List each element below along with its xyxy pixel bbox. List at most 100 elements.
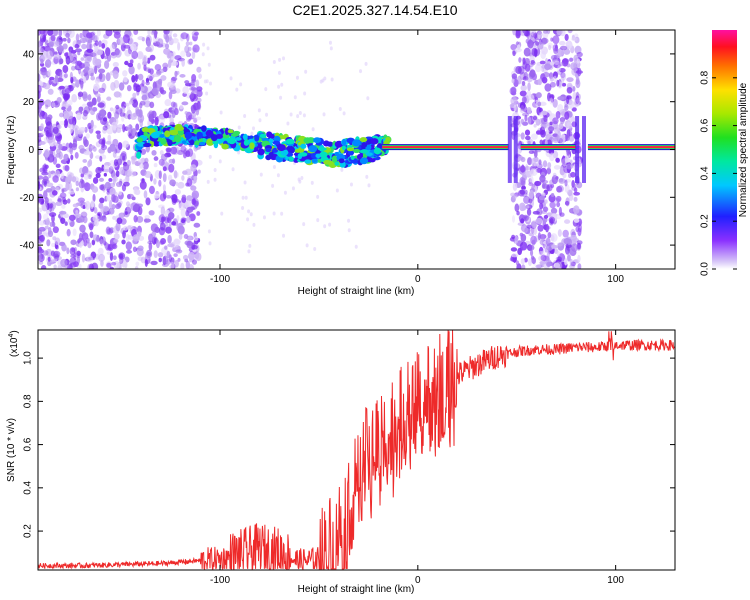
spectrogram-noise-cell (73, 252, 77, 261)
spectrogram-noise-cell (87, 242, 92, 249)
spectrogram-noise-cell (113, 91, 122, 98)
spectrogram-noise-cell (118, 190, 122, 196)
spectrogram-noise-cell (111, 41, 118, 50)
spectrogram-noise-cell (100, 144, 108, 151)
spectrogram-noise-cell (168, 158, 175, 164)
spectrogram-noise-cell (525, 135, 531, 141)
spectrogram-noise-cell (131, 75, 136, 83)
spectrogram-noise-cell (159, 222, 166, 231)
spectrogram-noise-cell (524, 63, 531, 72)
spectrogram-ridge-cell (198, 141, 206, 146)
spectrogram-noise-cell (539, 60, 546, 65)
spectrogram-noise-cell (51, 242, 56, 248)
spectrogram-noise-cell (154, 63, 162, 71)
spectrogram-panel: -100 0 100 -40 -20 0 20 40 Height of straight l… (6, 29, 676, 297)
spectrogram-ridge-cell (243, 140, 250, 146)
spectrogram-noise-cell (70, 76, 74, 84)
spectrogram-noise-cell (52, 30, 59, 37)
spectrogram-noise-cell (249, 212, 253, 217)
spectrogram-noise-cell (169, 110, 175, 114)
spectrogram-ridge-cell (160, 137, 167, 145)
spectrogram-ridge-cell (365, 152, 373, 157)
spectrogram-noise-cell (105, 72, 111, 82)
spectrogram-noise-cell (522, 57, 526, 65)
spectrogram-noise-cell (62, 64, 69, 74)
spectrogram-noise-cell (566, 121, 573, 129)
spectrogram-noise-cell (516, 263, 521, 269)
spectrogram-noise-cell (158, 114, 166, 124)
spectrogram-noise-cell (106, 96, 112, 101)
spectrogram-noise-cell (52, 123, 57, 128)
spectrogram-noise-cell (145, 197, 151, 206)
spectrogram-noise-cell (169, 116, 174, 125)
spectrogram-noise-cell (527, 82, 531, 91)
spectrogram-noise-cell (137, 36, 144, 41)
spectrogram-noise-cell (59, 58, 64, 65)
spectrogram-noise-cell (69, 53, 74, 62)
spectrogram-noise-cell (47, 69, 52, 77)
spectrogram-noise-cell (109, 266, 115, 269)
spectrogram-noise-cell (529, 249, 534, 257)
snr-ytick-label: 1.0 (23, 351, 34, 365)
spectrogram-noise-cell (112, 151, 117, 158)
spectrogram-noise-cell (539, 112, 543, 117)
spectrogram-noise-cell (160, 206, 166, 216)
spectrogram-noise-cell (80, 57, 85, 61)
spectrogram-noise-cell (65, 176, 69, 185)
spectrogram-noise-cell (53, 264, 57, 269)
spectrogram-noise-cell (48, 170, 52, 179)
snr-ytick-label: 0.6 (23, 437, 34, 451)
spectrogram-noise-cell (149, 54, 156, 61)
spectrogram-noise-cell (124, 60, 129, 66)
spectrogram-noise-cell (108, 178, 113, 182)
spectrogram-noise-cell (572, 85, 576, 92)
spectrogram-noise-cell (126, 249, 132, 254)
spectrogram-noise-cell (558, 178, 564, 183)
spectrogram-noise-cell (38, 220, 46, 226)
spectrogram-noise-cell (118, 252, 126, 260)
spectrogram-noise-cell (65, 58, 70, 64)
spectrogram-noise-cell (310, 180, 314, 185)
spectrogram-noise-cell (180, 145, 187, 153)
spectrogram-noise-cell (109, 44, 115, 53)
spectrogram-noise-cell (564, 200, 570, 206)
spectrogram-noise-cell (153, 178, 157, 185)
spectrogram-noise-cell (157, 38, 164, 46)
spectrogram-noise-cell (520, 132, 525, 140)
spectrogram-noise-cell (127, 62, 134, 68)
spectrogram-noise-cell (157, 252, 164, 258)
spectrogram-noise-cell (109, 187, 116, 196)
spectrogram-noise-cell (69, 71, 73, 81)
spectrogram-noise-cell (106, 53, 112, 62)
spectrogram-noise-cell (519, 165, 526, 173)
spectrogram-noise-cell (213, 167, 217, 172)
spectrogram-noise-cell (545, 223, 550, 233)
spectrogram-noise-cell (349, 182, 353, 187)
spectrogram-noise-cell (137, 113, 145, 123)
spectrogram-ytick-label: 0 (28, 145, 34, 156)
spectrogram-noise-cell (52, 236, 57, 241)
spectrogram-noise-cell (173, 239, 181, 245)
spectrogram-noise-cell (569, 258, 574, 267)
spectrogram-noise-cell (38, 84, 42, 94)
spectrogram-noise-cell (58, 71, 63, 80)
spectrogram-noise-cell (129, 59, 134, 64)
spectrogram-ridge-cell (356, 154, 363, 160)
spectrogram-noise-cell (62, 43, 68, 50)
spectrogram-noise-cell (538, 159, 542, 166)
spectrogram-noise-cell (145, 81, 150, 86)
spectrogram-noise-cell (74, 43, 80, 49)
spectrogram-noise-cell (61, 243, 67, 252)
spectrogram-noise-cell (510, 257, 517, 262)
spectrogram-noise-cell (173, 170, 178, 179)
spectrogram-noise-cell (279, 95, 283, 100)
spectrogram-noise-cell (48, 78, 52, 86)
snr-xlabel: Height of straight line (km) (298, 584, 415, 595)
spectrogram-carrier-core (520, 146, 577, 149)
spectrogram-noise-cell (150, 260, 158, 266)
spectrogram-noise-cell (148, 242, 153, 251)
spectrogram-noise-cell (524, 129, 531, 136)
spectrogram-noise-cell (93, 206, 98, 214)
spectrogram-noise-cell (111, 121, 118, 129)
spectrogram-noise-cell (95, 166, 102, 174)
